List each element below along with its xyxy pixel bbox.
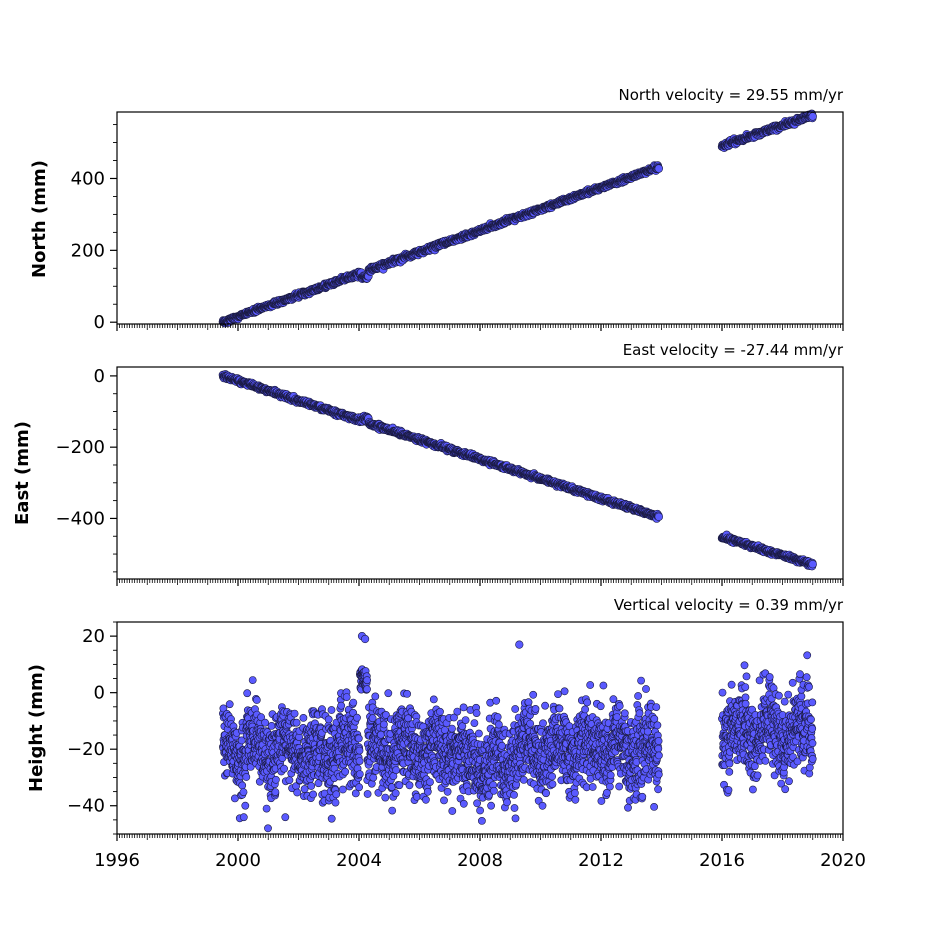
height-data-point (392, 790, 399, 797)
height-data-point (333, 791, 340, 798)
height-axis-label: Height (mm) (26, 664, 47, 792)
height-data-point (385, 690, 392, 697)
height-data-point (300, 714, 307, 721)
height-data-point (448, 725, 455, 732)
height-data-point (449, 807, 456, 814)
height-data-point (454, 708, 461, 715)
height-data-point (282, 814, 289, 821)
height-data-point (382, 794, 389, 801)
north-velocity-label: North velocity = 29.55 mm/yr (619, 86, 844, 104)
height-data-point (242, 802, 249, 809)
height-data-point (444, 788, 451, 795)
height-data-point (355, 735, 362, 742)
height-data-point (342, 768, 349, 775)
height-data-point (364, 677, 371, 684)
height-data-point (272, 776, 279, 783)
east-data-point (655, 513, 663, 521)
height-data-point (393, 767, 400, 774)
height-data-point (240, 814, 247, 821)
height-data-point (268, 722, 275, 729)
height-data-point (350, 699, 357, 706)
height-data-point (328, 815, 335, 822)
east-panel: East velocity = -27.44 mm/yr East (mm) 0… (12, 341, 844, 586)
north-data-point (809, 113, 817, 121)
height-data-point (308, 782, 315, 789)
north-y-tick-label: 0 (94, 312, 105, 333)
height-data-point (293, 719, 300, 726)
north-y-tick-label: 200 (71, 240, 105, 261)
height-data-point (370, 774, 377, 781)
height-data-point (436, 708, 443, 715)
height-data-point (364, 790, 371, 797)
north-panel: North velocity = 29.55 mm/yr North (mm) … (29, 86, 844, 333)
height-data-point (440, 797, 447, 804)
height-data-point (332, 799, 339, 806)
height-data-point (356, 784, 363, 791)
height-data-point (240, 789, 247, 796)
east-data-points (219, 370, 817, 570)
height-data-point (239, 782, 246, 789)
height-data-point (389, 807, 396, 814)
height-data-point (338, 702, 345, 709)
height-data-point (356, 747, 363, 754)
height-data-point (325, 716, 332, 723)
height-data-point (264, 825, 271, 832)
height-data-point (430, 696, 437, 703)
east-velocity-label: East velocity = -27.44 mm/yr (623, 341, 844, 359)
east-axis-label: East (mm) (12, 421, 33, 525)
east-y-tick-label: 0 (94, 366, 105, 387)
height-data-point (372, 693, 379, 700)
east-y-ticks: 0 −200 −400 (56, 366, 117, 572)
height-panel: Vertical velocity = 0.39 mm/yr Height (m… (26, 596, 866, 871)
height-data-point (263, 805, 270, 812)
height-data-point (413, 793, 420, 800)
height-data-point (406, 782, 413, 789)
vertical-velocity-label: Vertical velocity = 0.39 mm/yr (614, 596, 844, 614)
height-data-point (262, 719, 269, 726)
height-data-point (377, 731, 384, 738)
height-data-point (243, 773, 250, 780)
east-y-tick-label: −200 (56, 437, 105, 458)
height-data-point (356, 758, 363, 765)
north-data-points (219, 110, 817, 327)
height-data-point (460, 800, 467, 807)
height-data-point (356, 771, 363, 778)
east-data-point (809, 560, 817, 568)
east-y-tick-label: −400 (56, 508, 105, 529)
height-data-points (219, 632, 816, 832)
height-data-point (460, 704, 467, 711)
height-data-point (422, 796, 429, 803)
north-y-ticks: 0 200 400 (71, 125, 117, 334)
east-axes-frame (117, 367, 843, 579)
height-data-point (253, 696, 260, 703)
height-data-point (301, 785, 308, 792)
north-data-point (655, 165, 663, 173)
height-data-point (404, 690, 411, 697)
height-data-point (291, 710, 298, 717)
height-data-point (281, 765, 288, 772)
height-data-point (294, 789, 301, 796)
height-data-point (272, 789, 279, 796)
height-data-point (339, 786, 346, 793)
height-data-point (363, 686, 370, 693)
height-data-point (244, 690, 251, 697)
north-axis-label: North (mm) (29, 160, 50, 278)
height-data-point (462, 717, 469, 724)
height-data-point (249, 677, 256, 684)
height-data-point (369, 715, 376, 722)
height-data-point (424, 788, 431, 795)
height-data-point (226, 701, 233, 708)
height-data-point (426, 779, 433, 786)
east-x-ticks (117, 579, 843, 586)
north-y-tick-label: 400 (71, 168, 105, 189)
height-data-point (343, 694, 350, 701)
height-data-point (286, 777, 293, 784)
height-data-point (353, 714, 360, 721)
height-data-point (310, 791, 317, 798)
height-data-point (396, 782, 403, 789)
height-data-point (328, 706, 335, 713)
height-data-point (380, 721, 387, 728)
